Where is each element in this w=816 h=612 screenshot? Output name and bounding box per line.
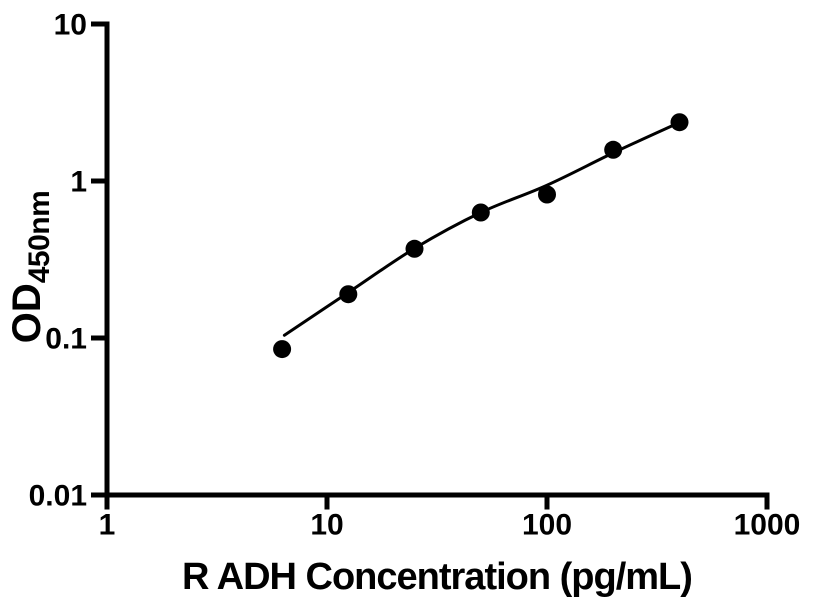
data-point [604, 140, 623, 159]
y-tick-label: 1 [70, 166, 87, 199]
y-axis-title-subscript: 450nm [23, 190, 56, 284]
x-tick-label: 100 [522, 509, 572, 542]
data-point [670, 113, 689, 132]
data-point [471, 203, 490, 222]
y-axis-title-main: OD [5, 283, 49, 344]
data-point [538, 185, 556, 204]
x-tick-label: 1 [99, 509, 116, 542]
data-point [405, 239, 424, 258]
data-point [273, 340, 292, 359]
x-tick-label: 1000 [734, 509, 801, 542]
y-tick-label: 0.01 [29, 480, 87, 513]
y-tick-label: 0.1 [45, 323, 87, 356]
data-point [339, 285, 358, 304]
x-axis-title: R ADH Concentration (pg/mL) [182, 556, 693, 598]
x-tick-label: 10 [310, 509, 343, 542]
y-tick-label: 10 [54, 9, 87, 42]
y-axis-title: OD450nm [1, 117, 56, 417]
